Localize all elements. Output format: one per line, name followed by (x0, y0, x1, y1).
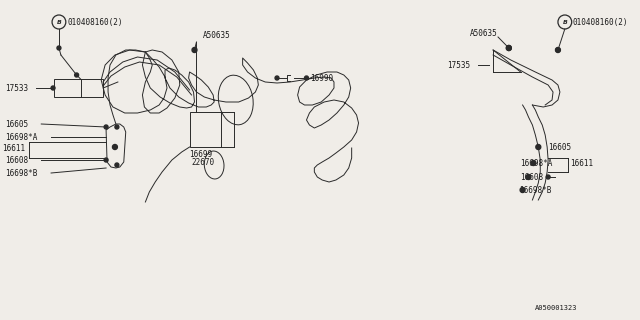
Text: 16611: 16611 (2, 143, 25, 153)
Circle shape (104, 158, 108, 162)
Circle shape (526, 174, 531, 180)
Circle shape (506, 45, 511, 51)
Circle shape (51, 86, 55, 90)
Circle shape (556, 48, 560, 52)
Circle shape (520, 188, 525, 193)
Circle shape (192, 47, 197, 52)
Circle shape (506, 45, 511, 51)
Circle shape (113, 145, 117, 149)
Circle shape (275, 76, 279, 80)
Circle shape (536, 145, 541, 149)
Text: 17535: 17535 (447, 60, 470, 69)
Text: B: B (56, 20, 61, 25)
Text: 16605: 16605 (548, 142, 572, 151)
Text: 22670: 22670 (191, 157, 214, 166)
Text: 16605: 16605 (5, 119, 28, 129)
Circle shape (305, 76, 308, 80)
Text: 010408160(2): 010408160(2) (68, 18, 124, 27)
Circle shape (75, 73, 79, 77)
Circle shape (57, 46, 61, 50)
Text: 16608: 16608 (5, 156, 28, 164)
Bar (54, 79, 103, 97)
Circle shape (115, 163, 119, 167)
Text: 16699: 16699 (189, 149, 212, 158)
Text: A050001323: A050001323 (535, 305, 578, 311)
Text: 16698*A: 16698*A (5, 132, 37, 141)
Text: A50635: A50635 (470, 28, 497, 37)
Text: 16698*A: 16698*A (520, 158, 553, 167)
Circle shape (104, 125, 108, 129)
Text: 16698*B: 16698*B (5, 169, 37, 178)
Text: B: B (563, 20, 567, 25)
Text: 16611: 16611 (570, 158, 593, 167)
Circle shape (531, 161, 536, 165)
Text: 010408160(2): 010408160(2) (573, 18, 628, 27)
Circle shape (556, 47, 561, 52)
Text: 16698*B: 16698*B (518, 186, 551, 195)
Text: 16608: 16608 (520, 172, 544, 181)
Text: 17533: 17533 (5, 84, 28, 92)
Circle shape (115, 125, 119, 129)
Text: 16990: 16990 (310, 74, 333, 83)
Text: A50635: A50635 (204, 30, 231, 39)
Circle shape (546, 175, 550, 179)
Bar (189, 112, 221, 147)
